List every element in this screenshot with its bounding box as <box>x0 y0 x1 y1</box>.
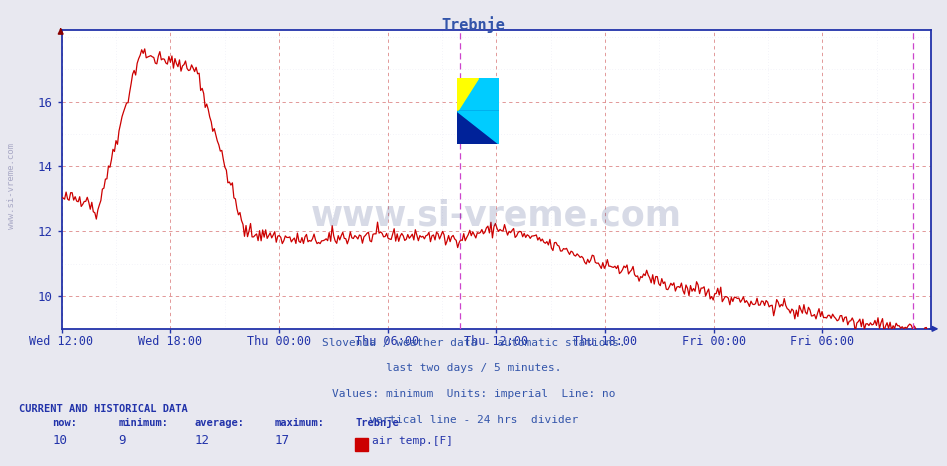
Text: average:: average: <box>194 418 244 428</box>
Text: last two days / 5 minutes.: last two days / 5 minutes. <box>385 363 562 373</box>
Text: 12: 12 <box>194 434 209 447</box>
Text: Trebnje: Trebnje <box>355 418 399 428</box>
Text: www.si-vreme.com: www.si-vreme.com <box>311 198 682 232</box>
Text: now:: now: <box>52 418 77 428</box>
Text: Trebnje: Trebnje <box>441 16 506 33</box>
Bar <box>457 111 499 144</box>
Text: air temp.[F]: air temp.[F] <box>372 436 454 446</box>
Text: Values: minimum  Units: imperial  Line: no: Values: minimum Units: imperial Line: no <box>331 389 616 399</box>
Text: minimum:: minimum: <box>118 418 169 428</box>
Text: maximum:: maximum: <box>275 418 325 428</box>
Polygon shape <box>457 111 499 144</box>
Text: vertical line - 24 hrs  divider: vertical line - 24 hrs divider <box>369 415 578 425</box>
Text: 9: 9 <box>118 434 126 447</box>
Text: 10: 10 <box>52 434 67 447</box>
Text: Slovenia / weather data - automatic stations.: Slovenia / weather data - automatic stat… <box>322 338 625 348</box>
Text: 17: 17 <box>275 434 290 447</box>
Text: CURRENT AND HISTORICAL DATA: CURRENT AND HISTORICAL DATA <box>19 404 188 414</box>
Text: www.si-vreme.com: www.si-vreme.com <box>7 144 16 229</box>
Polygon shape <box>457 78 478 111</box>
Bar <box>457 78 499 111</box>
